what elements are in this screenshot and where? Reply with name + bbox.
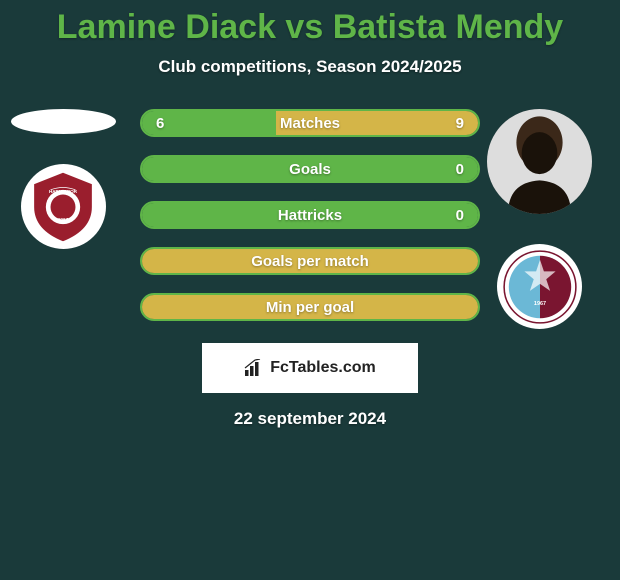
club-badge-text: HATAYSPOR [49, 188, 78, 193]
chart-icon [244, 359, 264, 377]
comparison-title: Lamine Diack vs Batista Mendy [0, 0, 620, 47]
left-player-column: HATAYSPOR 1967 [8, 109, 118, 249]
stat-value-right: 0 [456, 157, 464, 181]
attribution-badge: FcTables.com [202, 343, 418, 393]
comparison-subtitle: Club competitions, Season 2024/2025 [0, 57, 620, 77]
right-player-photo [487, 109, 592, 214]
right-club-logo: 1967 [497, 244, 582, 329]
hatayspor-badge-icon: HATAYSPOR 1967 [24, 168, 102, 246]
svg-text:1967: 1967 [58, 217, 69, 222]
comparison-content: HATAYSPOR 1967 1967 Matches69Go [0, 109, 620, 321]
stat-label: Goals [142, 157, 478, 181]
stat-row: Goals per match [140, 247, 480, 275]
stat-row: Min per goal [140, 293, 480, 321]
trabzonspor-badge-icon: 1967 [501, 248, 579, 326]
left-player-photo [11, 109, 116, 134]
stat-row: Goals0 [140, 155, 480, 183]
comparison-date: 22 september 2024 [0, 409, 620, 429]
player-silhouette-icon [487, 109, 592, 214]
stat-label: Goals per match [142, 249, 478, 273]
stat-bars-container: Matches69Goals0Hattricks0Goals per match… [140, 109, 480, 321]
right-player-column: 1967 [487, 109, 592, 329]
attribution-text: FcTables.com [270, 359, 376, 377]
stat-label: Matches [142, 111, 478, 135]
svg-text:1967: 1967 [533, 300, 545, 306]
stat-row: Hattricks0 [140, 201, 480, 229]
stat-row: Matches6 9 [140, 109, 480, 137]
stat-label: Hattricks [142, 203, 478, 227]
stat-value-right: 9 [456, 111, 464, 135]
stat-label: Min per goal [142, 295, 478, 319]
left-club-logo: HATAYSPOR 1967 [21, 164, 106, 249]
stat-value-left: 6 [156, 111, 164, 135]
stat-value-right: 0 [456, 203, 464, 227]
